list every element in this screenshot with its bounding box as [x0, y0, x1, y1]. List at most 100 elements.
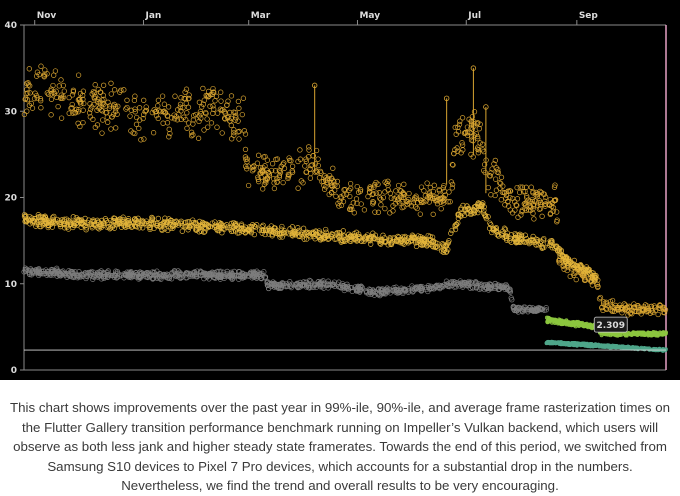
data-point — [362, 233, 369, 240]
data-point — [271, 283, 278, 289]
data-point — [104, 224, 110, 231]
data-point — [278, 163, 284, 170]
data-point — [489, 166, 495, 172]
data-point — [224, 272, 230, 278]
data-point — [493, 187, 500, 193]
data-point — [336, 203, 342, 209]
data-point — [139, 217, 145, 224]
data-point — [445, 240, 452, 246]
data-point — [455, 124, 461, 130]
data-point — [297, 147, 303, 153]
data-point — [524, 199, 530, 205]
data-point — [485, 184, 491, 191]
data-point — [315, 162, 321, 169]
data-point — [254, 160, 261, 166]
data-point — [502, 226, 509, 232]
data-point — [147, 273, 154, 279]
data-point — [312, 161, 319, 167]
data-point — [411, 235, 418, 242]
data-point — [136, 125, 142, 132]
data-point — [569, 322, 574, 327]
data-point — [185, 227, 191, 233]
data-point — [235, 118, 241, 124]
data-point — [218, 98, 224, 104]
data-point — [459, 115, 466, 121]
data-point — [430, 244, 436, 250]
data-point — [415, 233, 421, 239]
data-point — [639, 306, 645, 312]
data-point — [21, 211, 28, 218]
data-point — [414, 284, 420, 290]
data-point — [528, 184, 534, 190]
data-point — [492, 192, 498, 199]
data-point — [53, 94, 60, 100]
data-point — [243, 163, 249, 169]
data-point — [205, 224, 211, 231]
data-point — [150, 130, 157, 136]
data-point — [323, 226, 329, 233]
data-point — [304, 229, 310, 235]
data-point — [566, 341, 570, 346]
data-point — [238, 221, 245, 227]
data-point — [379, 237, 385, 244]
data-point — [228, 93, 235, 99]
data-point — [162, 226, 168, 232]
data-point — [406, 190, 412, 197]
data-point — [565, 258, 572, 264]
data-point — [141, 111, 147, 118]
data-point — [596, 296, 603, 302]
data-point — [69, 101, 75, 108]
data-point — [489, 285, 495, 292]
data-point — [539, 306, 546, 312]
data-point — [100, 269, 106, 276]
data-point — [94, 107, 100, 113]
data-point — [430, 188, 436, 195]
data-point — [300, 225, 307, 231]
data-point — [196, 99, 203, 105]
data-point — [305, 284, 312, 291]
data-point — [83, 273, 90, 279]
x-tick-label: Mar — [251, 11, 271, 21]
data-point — [306, 144, 312, 150]
data-point — [229, 271, 236, 277]
data-point — [371, 235, 377, 242]
data-point — [471, 210, 478, 216]
data-point — [350, 200, 356, 206]
data-point — [567, 273, 573, 280]
data-point — [99, 100, 106, 106]
data-point — [541, 244, 547, 251]
data-point — [477, 284, 484, 290]
data-point — [449, 181, 456, 188]
data-point — [495, 169, 502, 176]
data-point — [507, 289, 513, 295]
data-point — [162, 110, 169, 116]
data-point — [274, 230, 281, 237]
data-point — [530, 233, 536, 240]
data-point — [530, 205, 536, 212]
data-point — [398, 238, 405, 245]
data-point — [205, 94, 211, 100]
data-point — [313, 231, 319, 237]
data-point — [359, 238, 365, 244]
data-point — [156, 107, 162, 114]
data-point — [395, 198, 401, 204]
data-point — [492, 176, 499, 182]
data-point — [410, 288, 416, 294]
data-point — [426, 199, 432, 205]
data-point — [288, 158, 294, 164]
data-point — [633, 304, 639, 311]
data-point — [474, 121, 480, 127]
data-point — [227, 118, 233, 124]
data-point — [260, 222, 266, 228]
data-point — [42, 67, 48, 73]
data-point — [498, 283, 504, 290]
data-point — [382, 189, 388, 195]
data-point — [228, 272, 234, 278]
data-point — [299, 282, 306, 288]
data-point — [470, 285, 476, 291]
data-point — [471, 109, 478, 115]
data-point — [391, 196, 397, 202]
data-point — [423, 242, 430, 249]
data-point — [544, 341, 549, 345]
data-point — [175, 107, 181, 113]
